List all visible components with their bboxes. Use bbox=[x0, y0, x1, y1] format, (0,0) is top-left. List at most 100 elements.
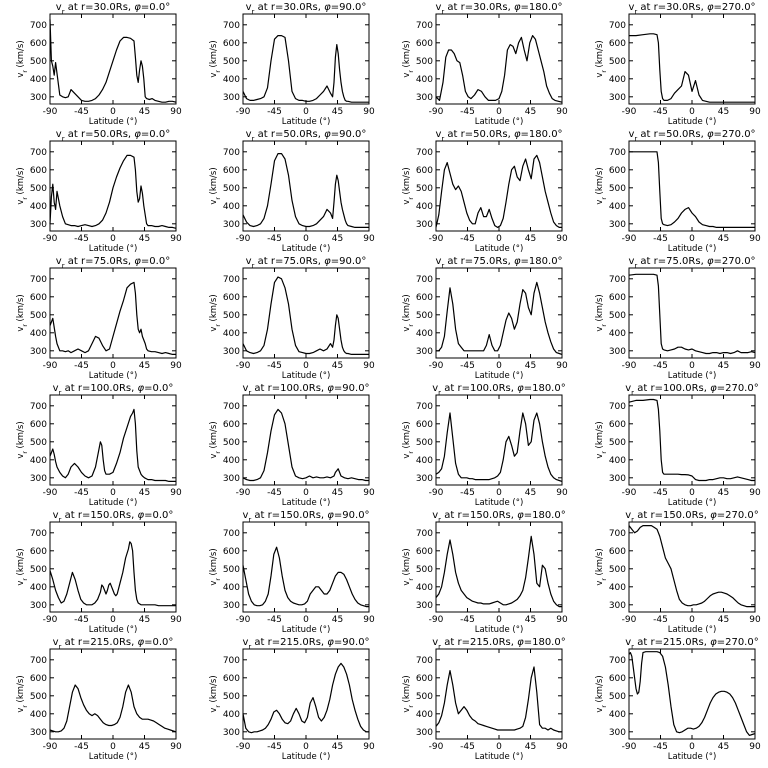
panel-r30.0-phi270.0: vr at r=30.0Rs, φ=270.0° -90 -45 0 45 90 300 40… bbox=[595, 2, 761, 127]
plot-frame bbox=[242, 394, 370, 486]
x-tick-label: 90 bbox=[749, 615, 761, 625]
x-tick-label: 90 bbox=[363, 107, 375, 117]
x-tick-label: 45 bbox=[718, 234, 729, 244]
y-axis-label: vr (km/s) bbox=[209, 294, 222, 331]
x-tick-label: -90 bbox=[236, 361, 251, 371]
x-tick-label: 45 bbox=[139, 107, 150, 117]
series-line bbox=[435, 412, 563, 482]
series-line bbox=[628, 651, 756, 737]
y-tick-label: 300 bbox=[416, 728, 433, 738]
y-tick-label: 400 bbox=[30, 75, 47, 85]
x-tick-label: 0 bbox=[303, 615, 309, 625]
x-tick-label: 45 bbox=[332, 615, 343, 625]
series-line bbox=[242, 546, 369, 608]
y-tick-label: 700 bbox=[416, 275, 433, 285]
x-axis-label: Latitude (°) bbox=[475, 752, 524, 762]
x-tick-label: 0 bbox=[303, 488, 309, 498]
y-tick-label: 700 bbox=[223, 402, 240, 412]
panel-r75.0-phi0.0: vr at r=75.0Rs, φ=0.0° -90 -45 0 45 90 300 400 5… bbox=[16, 256, 182, 381]
x-tick-label: -45 bbox=[460, 107, 475, 117]
y-axis-label: vr (km/s) bbox=[595, 294, 608, 331]
y-tick-label: 500 bbox=[416, 692, 433, 702]
x-tick-label: 45 bbox=[139, 234, 150, 244]
x-axis-label: Latitude (°) bbox=[89, 117, 138, 127]
y-tick-label: 500 bbox=[30, 438, 47, 448]
panel-title: vr at r=75.0Rs, φ=270.0° bbox=[628, 256, 755, 270]
y-axis-label: vr (km/s) bbox=[209, 167, 222, 204]
y-tick-label: 600 bbox=[223, 547, 240, 557]
y-tick-label: 500 bbox=[609, 311, 626, 321]
y-tick-label: 700 bbox=[223, 21, 240, 31]
plot-frame bbox=[628, 394, 756, 486]
y-tick-label: 600 bbox=[609, 166, 626, 176]
y-tick-label: 700 bbox=[223, 529, 240, 539]
x-tick-label: 45 bbox=[332, 742, 343, 752]
series-line bbox=[435, 666, 562, 733]
plot-frame bbox=[435, 648, 563, 740]
x-tick-label: 0 bbox=[303, 742, 309, 752]
y-axis-label: vr (km/s) bbox=[595, 40, 608, 77]
y-axis-label: vr (km/s) bbox=[209, 421, 222, 458]
y-tick-label: 300 bbox=[223, 728, 240, 738]
x-tick-label: -45 bbox=[267, 234, 282, 244]
y-axis-label: vr (km/s) bbox=[209, 548, 222, 585]
y-axis-label: vr (km/s) bbox=[402, 421, 415, 458]
x-tick-label: -90 bbox=[43, 488, 58, 498]
x-tick-label: 45 bbox=[525, 107, 536, 117]
y-axis-label: vr (km/s) bbox=[402, 548, 415, 585]
y-tick-label: 500 bbox=[416, 57, 433, 67]
x-tick-label: 0 bbox=[110, 742, 116, 752]
x-tick-label: 0 bbox=[110, 488, 116, 498]
panel-r150.0-phi180.0: vr at r=150.0Rs, φ=180.0° -90 -45 0 45 90 300 4… bbox=[402, 510, 568, 635]
y-tick-label: 300 bbox=[609, 728, 626, 738]
y-tick-label: 600 bbox=[416, 293, 433, 303]
y-tick-label: 700 bbox=[609, 21, 626, 31]
panel-title: vr at r=30.0Rs, φ=0.0° bbox=[56, 2, 170, 16]
series-line bbox=[49, 281, 176, 355]
y-tick-label: 700 bbox=[223, 148, 240, 158]
x-tick-label: -90 bbox=[43, 742, 58, 752]
y-tick-label: 600 bbox=[30, 674, 47, 684]
x-tick-label: 90 bbox=[556, 488, 568, 498]
x-tick-label: 90 bbox=[170, 742, 182, 752]
plot-frame bbox=[242, 13, 370, 105]
y-tick-label: 600 bbox=[416, 166, 433, 176]
series-line bbox=[628, 398, 755, 482]
plot-frame bbox=[435, 13, 563, 105]
x-tick-label: -45 bbox=[460, 234, 475, 244]
y-tick-label: 300 bbox=[223, 220, 240, 230]
y-tick-label: 400 bbox=[609, 456, 626, 466]
y-tick-label: 600 bbox=[223, 166, 240, 176]
panel-title: vr at r=75.0Rs, φ=180.0° bbox=[435, 256, 562, 270]
x-tick-label: -90 bbox=[622, 742, 637, 752]
series-line bbox=[435, 535, 562, 608]
y-tick-label: 700 bbox=[30, 529, 47, 539]
series-line bbox=[49, 408, 176, 482]
series-line bbox=[49, 541, 176, 607]
y-tick-label: 300 bbox=[30, 220, 47, 230]
x-tick-label: 0 bbox=[689, 107, 695, 117]
y-tick-label: 300 bbox=[30, 93, 47, 103]
y-tick-label: 600 bbox=[223, 420, 240, 430]
y-tick-label: 500 bbox=[609, 692, 626, 702]
y-tick-label: 700 bbox=[609, 529, 626, 539]
y-tick-label: 300 bbox=[223, 93, 240, 103]
x-axis-label: Latitude (°) bbox=[89, 244, 138, 254]
y-tick-label: 700 bbox=[30, 656, 47, 666]
series-line bbox=[435, 34, 563, 103]
plot-frame bbox=[242, 267, 370, 359]
x-tick-label: 45 bbox=[718, 742, 729, 752]
y-tick-label: 300 bbox=[30, 601, 47, 611]
x-tick-label: -90 bbox=[43, 234, 58, 244]
y-tick-label: 600 bbox=[416, 39, 433, 49]
x-axis-label: Latitude (°) bbox=[668, 752, 717, 762]
x-tick-label: 0 bbox=[110, 234, 116, 244]
y-tick-label: 700 bbox=[30, 275, 47, 285]
y-tick-label: 500 bbox=[223, 311, 240, 321]
x-tick-label: -90 bbox=[43, 361, 58, 371]
y-tick-label: 700 bbox=[30, 148, 47, 158]
x-tick-label: -90 bbox=[236, 488, 251, 498]
x-tick-label: -45 bbox=[653, 488, 668, 498]
y-tick-label: 600 bbox=[30, 166, 47, 176]
x-tick-label: -45 bbox=[74, 361, 89, 371]
